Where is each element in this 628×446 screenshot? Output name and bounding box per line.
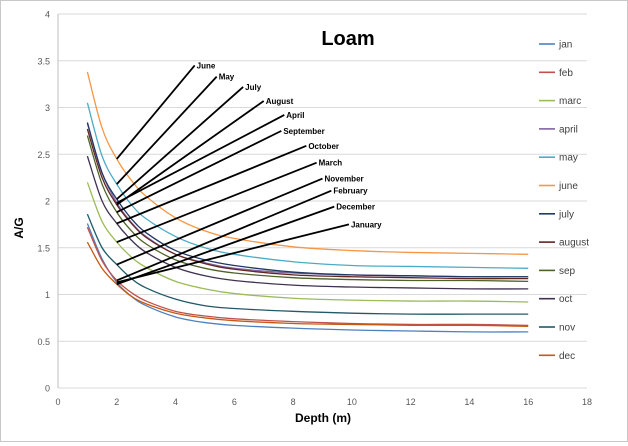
annotation-leader-line bbox=[116, 161, 317, 243]
annotation-leader-line bbox=[116, 76, 218, 185]
x-tick-label: 4 bbox=[173, 397, 178, 407]
annotation-label: November bbox=[325, 175, 364, 184]
y-tick-label: 1.5 bbox=[37, 243, 50, 253]
annotation-label: May bbox=[219, 73, 235, 82]
legend-label-april: april bbox=[559, 124, 578, 135]
annotation-label: October bbox=[308, 142, 339, 151]
annotation-label: July bbox=[245, 83, 262, 92]
legend-label-may: may bbox=[559, 153, 578, 164]
annotation-leader-line bbox=[116, 100, 265, 206]
legend-label-august: august bbox=[559, 238, 589, 249]
series-line-oct bbox=[86, 155, 529, 290]
y-tick-label: 0 bbox=[45, 384, 50, 394]
legend-label-july: july bbox=[558, 209, 574, 220]
x-tick-label: 12 bbox=[406, 397, 416, 407]
annotation-label: December bbox=[336, 203, 375, 212]
x-tick-label: 2 bbox=[114, 397, 119, 407]
chart-title: Loam bbox=[321, 28, 374, 50]
x-tick-label: 18 bbox=[582, 397, 592, 407]
y-tick-label: 0.5 bbox=[37, 337, 50, 347]
series-lines bbox=[86, 71, 529, 333]
annotation-leader-line bbox=[116, 205, 335, 286]
annotation-leader-line bbox=[116, 189, 332, 282]
y-tick-label: 2 bbox=[45, 197, 50, 207]
x-tick-label: 6 bbox=[232, 397, 237, 407]
axes: 0 0.5 1 1.5 2 2.5 3 3.5 4 0 2 4 6 8 10 12 14 16 18 bbox=[37, 10, 592, 408]
legend-label-sep: sep bbox=[559, 266, 576, 277]
x-tick-label: 8 bbox=[291, 397, 296, 407]
gridlines bbox=[58, 13, 587, 389]
annotation-label: June bbox=[197, 61, 216, 70]
x-tick-label: 16 bbox=[523, 397, 533, 407]
x-tick-label: 10 bbox=[347, 397, 357, 407]
annotation-label: April bbox=[286, 111, 304, 120]
y-tick-label: 2.5 bbox=[37, 150, 50, 160]
y-tick-label: 4 bbox=[45, 10, 50, 20]
annotation-leader-line bbox=[116, 64, 196, 160]
y-tick-label: 3 bbox=[45, 103, 50, 113]
annotation-label: August bbox=[266, 97, 294, 106]
annotation-leader-line bbox=[116, 86, 244, 200]
x-axis-label: Depth (m) bbox=[295, 411, 351, 425]
y-axis-label: A/G bbox=[12, 217, 26, 238]
annotation-leader-line bbox=[116, 145, 307, 225]
legend: jan feb marc april may june july august sep oct no… bbox=[539, 40, 589, 362]
annotation-label: March bbox=[319, 159, 343, 168]
annotation-leader-line bbox=[116, 177, 323, 266]
legend-label-marc: marc bbox=[559, 96, 581, 107]
legend-label-jan: jan bbox=[558, 40, 572, 51]
annotation-label: January bbox=[351, 220, 382, 229]
annotation-leader-line bbox=[116, 130, 282, 214]
annotation-label: September bbox=[283, 127, 324, 136]
legend-label-dec: dec bbox=[559, 351, 575, 362]
annotation-leader-line bbox=[116, 223, 350, 284]
x-tick-label: 0 bbox=[55, 397, 60, 407]
legend-label-oct: oct bbox=[559, 294, 573, 305]
annotation-leader-line bbox=[116, 114, 285, 204]
legend-label-nov: nov bbox=[559, 323, 575, 334]
annotation-label: February bbox=[333, 187, 368, 196]
y-tick-label: 1 bbox=[45, 290, 50, 300]
legend-label-june: june bbox=[558, 181, 578, 192]
y-tick-label: 3.5 bbox=[37, 56, 50, 66]
x-tick-label: 14 bbox=[464, 397, 474, 407]
legend-label-feb: feb bbox=[559, 68, 573, 79]
